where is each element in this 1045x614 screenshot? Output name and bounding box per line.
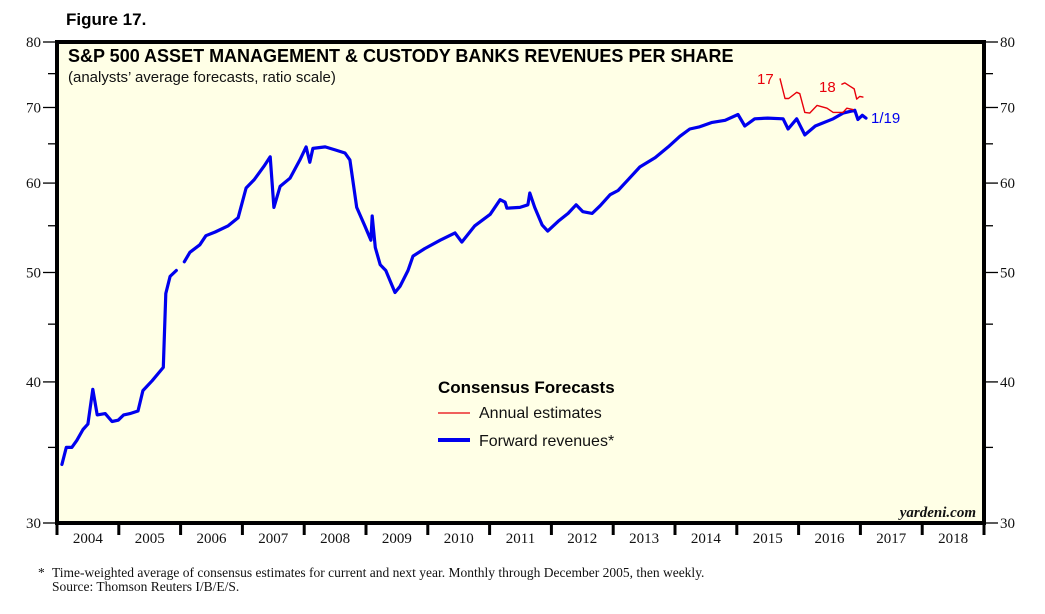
legend-label-forward-revenues: Forward revenues*	[479, 433, 614, 450]
legend-title: Consensus Forecasts	[438, 378, 615, 397]
series-annual-2017	[779, 78, 854, 114]
footnote: * Time-weighted average of consensus esti…	[38, 566, 704, 594]
plot-frame	[55, 40, 986, 525]
footnote-marker: *	[38, 565, 45, 580]
x-tick-label: 2011	[506, 531, 535, 547]
legend: Consensus Forecasts Annual estimates For…	[438, 378, 615, 450]
y-tick-label-left: 70	[26, 100, 41, 116]
x-tick-label: 2013	[629, 531, 659, 547]
figure-label: Figure 17.	[66, 10, 147, 29]
legend-label-annual-estimates: Annual estimates	[479, 405, 602, 422]
y-tick-label-left: 60	[26, 176, 41, 192]
plot-background	[57, 42, 984, 523]
x-tick-label: 2004	[73, 531, 104, 547]
y-axis-left: 30 40 50 60 70 80	[26, 35, 57, 532]
x-tick-label: 2015	[753, 531, 783, 547]
chart-subtitle: (analysts’ average forecasts, ratio scal…	[68, 69, 336, 86]
y-tick-label-right: 70	[1000, 100, 1015, 116]
annotation-17: 17	[757, 71, 774, 88]
source-note: Source: Thomson Reuters I/B/E/S.	[52, 579, 240, 594]
x-tick-label: 2005	[135, 531, 165, 547]
y-tick-label-left: 40	[26, 375, 41, 391]
series-line-forward-revenues	[60, 268, 178, 467]
x-tick-label: 2007	[258, 531, 289, 547]
series-line-annual-2018	[841, 82, 864, 100]
series-line-forward-revenues	[182, 108, 868, 295]
chart-title: S&P 500 ASSET MANAGEMENT & CUSTODY BANKS…	[68, 46, 733, 66]
x-tick-label: 2009	[382, 531, 412, 547]
x-tick-label: 2010	[444, 531, 474, 547]
y-tick-label-right: 80	[1000, 35, 1015, 51]
series-layer	[60, 78, 868, 467]
series-annual-2018	[841, 82, 864, 100]
annotation-latest-date: 1/19	[871, 110, 900, 127]
x-tick-label: 2014	[691, 531, 722, 547]
annotation-18: 18	[819, 79, 836, 96]
x-tick-label: 2016	[815, 531, 846, 547]
y-tick-label-left: 30	[26, 516, 41, 532]
x-tick-label: 2008	[320, 531, 350, 547]
x-tick-label: 2018	[938, 531, 968, 547]
y-tick-label-left: 50	[26, 265, 41, 281]
footnote-text: Time-weighted average of consensus estim…	[52, 565, 705, 580]
series-forward-revenues	[60, 108, 868, 467]
y-axis-right: 30 40 50 60 70 80	[984, 35, 1015, 532]
x-tick-label: 2017	[876, 531, 907, 547]
y-tick-label-right: 60	[1000, 176, 1015, 192]
x-axis: 2004 2005 2006 2007 2008 2009 2010 2011 2012 2013…	[55, 523, 986, 547]
y-tick-label-left: 80	[26, 35, 41, 51]
watermark: yardeni.com	[898, 505, 976, 521]
x-tick-label: 2006	[197, 531, 228, 547]
x-tick-label: 2012	[567, 531, 597, 547]
y-tick-label-right: 30	[1000, 516, 1015, 532]
series-line-annual-2017	[779, 78, 854, 114]
y-tick-label-right: 40	[1000, 375, 1015, 391]
y-tick-label-right: 50	[1000, 265, 1015, 281]
